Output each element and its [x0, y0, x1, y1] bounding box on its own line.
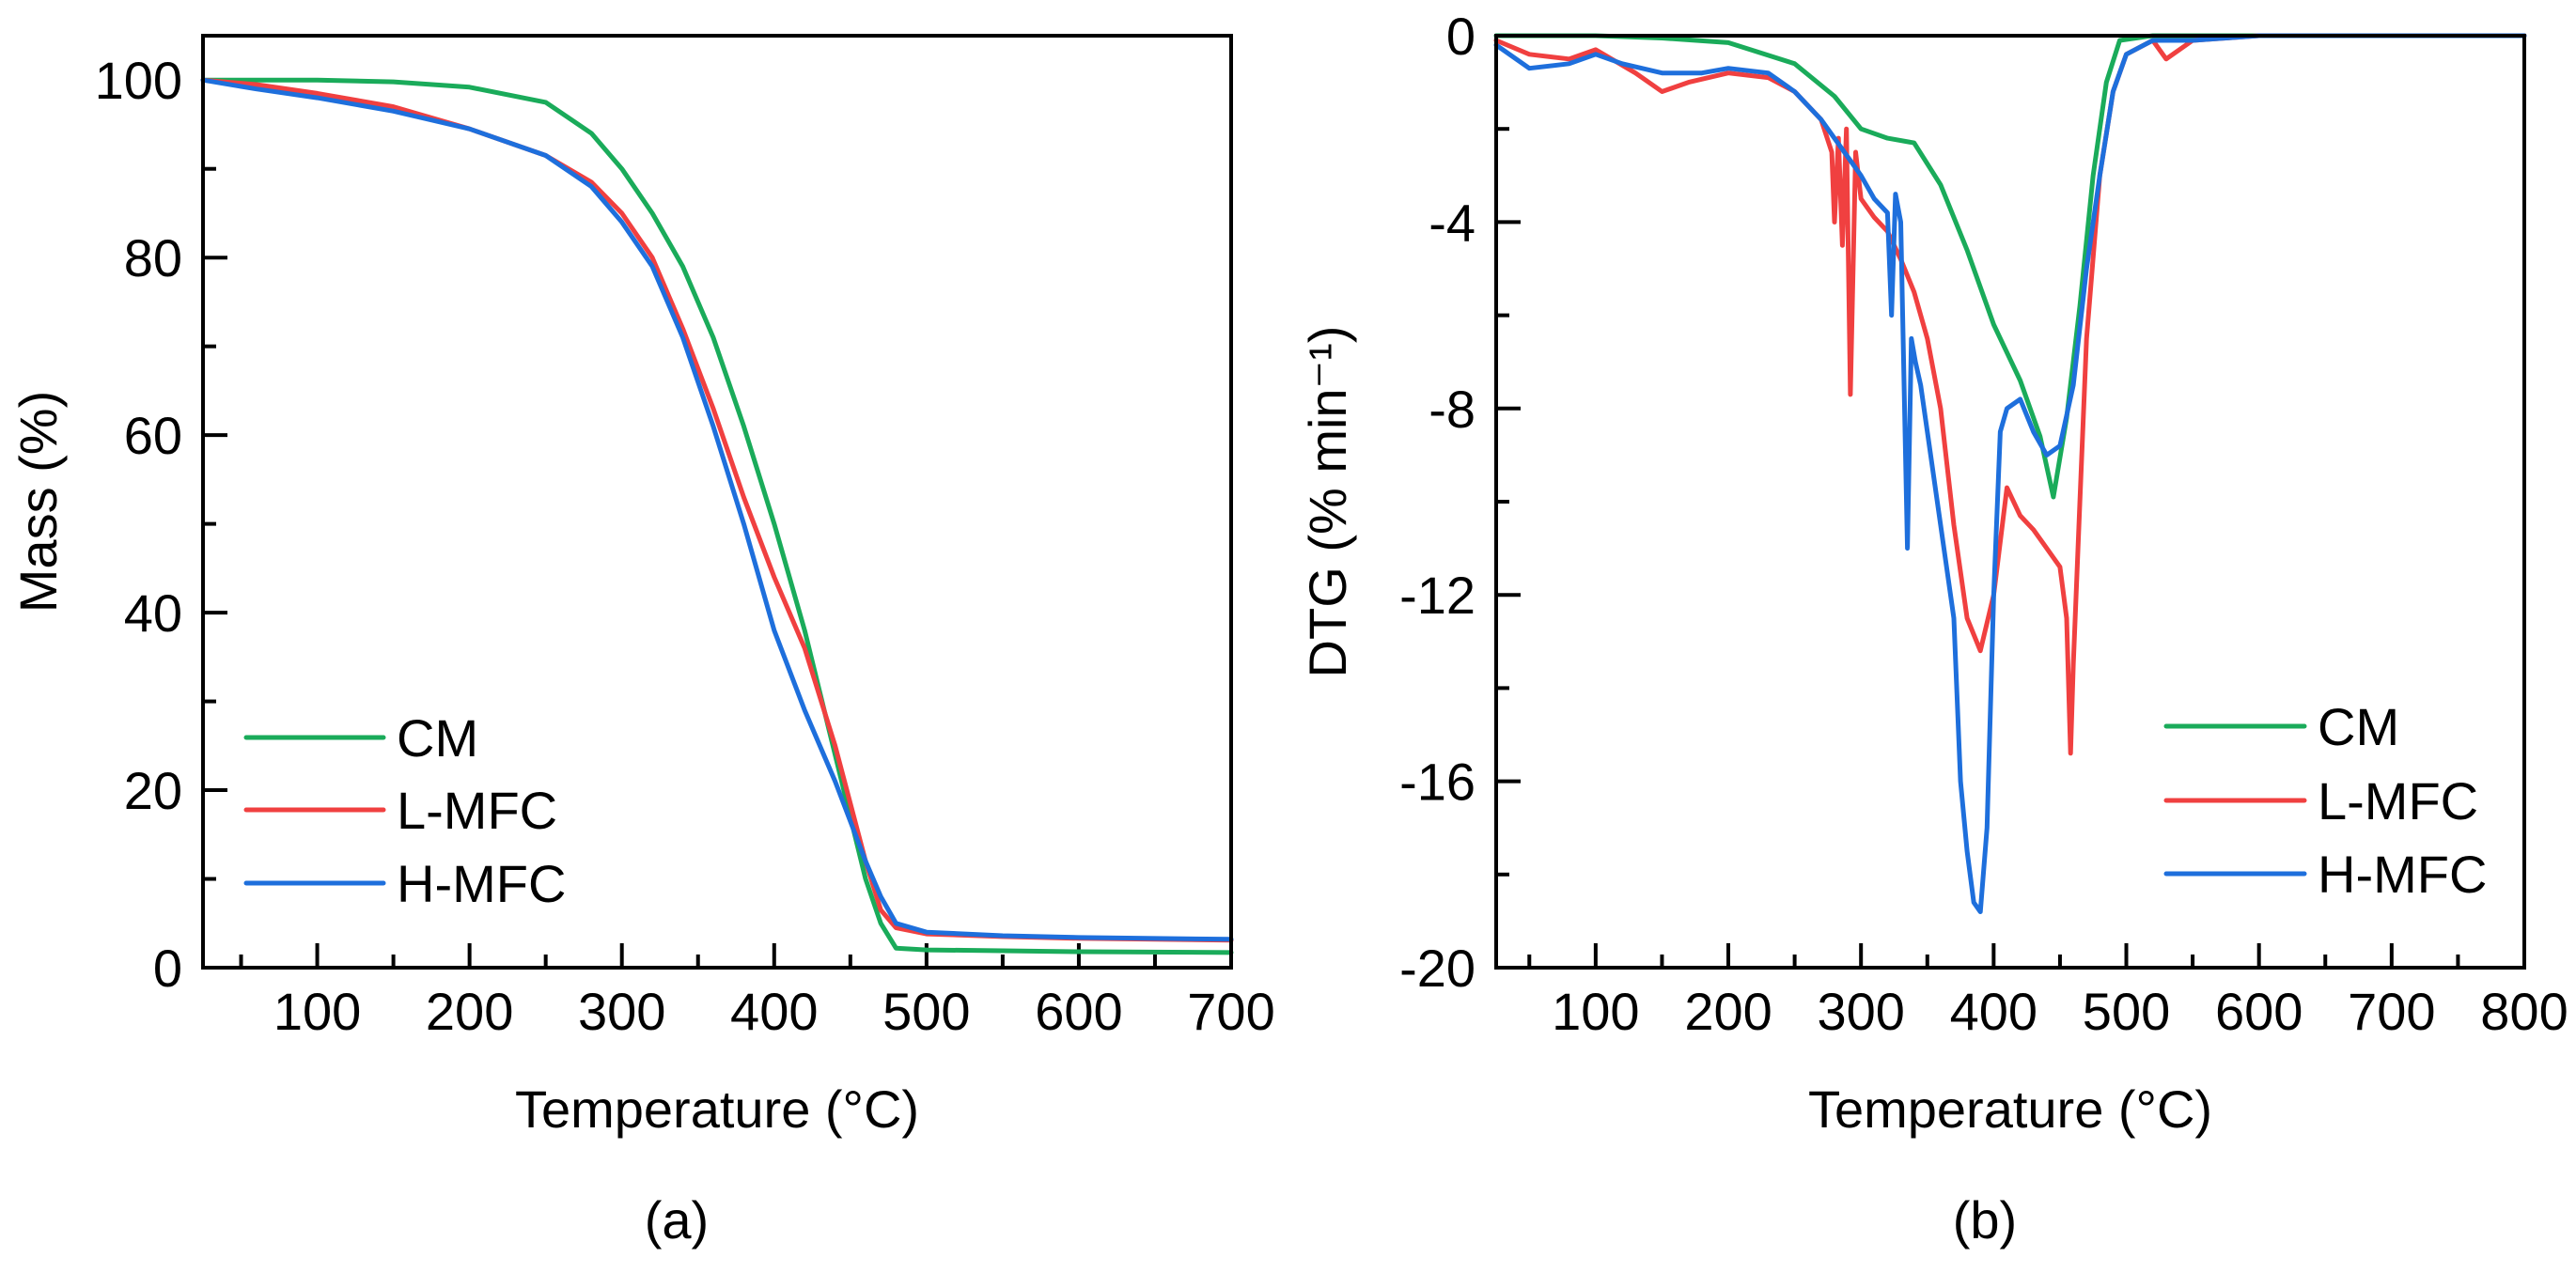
x-tick-label: 500: [2083, 982, 2170, 1041]
panel-a-series: [200, 77, 1234, 955]
legend-label-h-mfc: H-MFC: [397, 854, 566, 913]
panel-a-plot-frame: [201, 34, 1233, 970]
panel-b-tick-labels: 100 200 300 400 500 600 700 800 0 -4 -8 -12 -16 -20: [1399, 7, 2568, 1041]
panel-b-plot-frame: [1494, 34, 2526, 970]
y-tick-label: 60: [124, 406, 182, 465]
x-tick-label: 700: [2348, 982, 2435, 1041]
series-line-h-mfc: [1493, 33, 2527, 914]
x-tick-label: 100: [1552, 982, 1639, 1041]
series-line-cm: [1493, 33, 2527, 500]
y-tick-label: 0: [153, 939, 182, 998]
panel-b-dtg-chart: 100 200 300 400 500 600 700 800 0 -4 -8 -12 -16 -20 T…: [1298, 7, 2568, 1250]
panel-a-legend: CM L-MFC H-MFC: [243, 708, 566, 913]
panel-a-y-axis-title: Mass (%): [8, 391, 68, 613]
legend-label-cm: CM: [2318, 697, 2399, 756]
panel-b-series: [1493, 33, 2527, 914]
legend-label-l-mfc: L-MFC: [2318, 771, 2478, 831]
y-tick-label: -12: [1399, 566, 1475, 625]
x-tick-label: 300: [578, 982, 665, 1041]
y-tick-label: 100: [95, 51, 182, 110]
y-tick-label: -20: [1399, 939, 1475, 998]
y-tick-label: 40: [124, 583, 182, 643]
x-tick-label: 300: [1817, 982, 1904, 1041]
panel-b-legend: CM L-MFC H-MFC: [2163, 697, 2487, 904]
x-tick-label: 700: [1187, 982, 1274, 1041]
panel-b-label: (b): [1953, 1190, 2017, 1250]
panel-a-tick-labels: 100 200 300 400 500 600 700 0 20 40 60 80 100: [95, 51, 1275, 1041]
x-tick-label: 600: [2215, 982, 2303, 1041]
panel-a-x-axis-title: Temperature (°C): [515, 1079, 919, 1139]
y-tick-label: -8: [1429, 380, 1475, 439]
panel-a-ticks: [203, 78, 1233, 970]
legend-label-l-mfc: L-MFC: [397, 781, 557, 840]
x-tick-label: 100: [273, 982, 361, 1041]
x-tick-label: 500: [882, 982, 970, 1041]
series-line-l-mfc: [1493, 33, 2527, 756]
x-tick-label: 200: [426, 982, 513, 1041]
x-tick-label: 200: [1684, 982, 1772, 1041]
panel-a-mass-chart: 100 200 300 400 500 600 700 0 20 40 60 80 100 Temper…: [8, 34, 1275, 1250]
series-line-cm: [200, 77, 1234, 955]
legend-label-h-mfc: H-MFC: [2318, 845, 2487, 904]
panel-a-label: (a): [645, 1190, 709, 1250]
x-tick-label: 800: [2480, 982, 2568, 1041]
y-tick-label: -4: [1429, 193, 1475, 252]
y-tick-label: 80: [124, 228, 182, 287]
series-line-h-mfc: [200, 77, 1234, 942]
x-tick-label: 400: [1950, 982, 2037, 1041]
y-tick-label: -16: [1399, 753, 1475, 812]
y-tick-label: 0: [1446, 7, 1475, 66]
x-tick-label: 600: [1035, 982, 1122, 1041]
panel-b-y-axis-title: DTG (% min⁻¹): [1298, 326, 1357, 678]
y-tick-label: 20: [124, 761, 182, 820]
x-tick-label: 400: [730, 982, 818, 1041]
panel-b-x-axis-title: Temperature (°C): [1808, 1079, 2212, 1139]
legend-label-cm: CM: [397, 708, 478, 768]
